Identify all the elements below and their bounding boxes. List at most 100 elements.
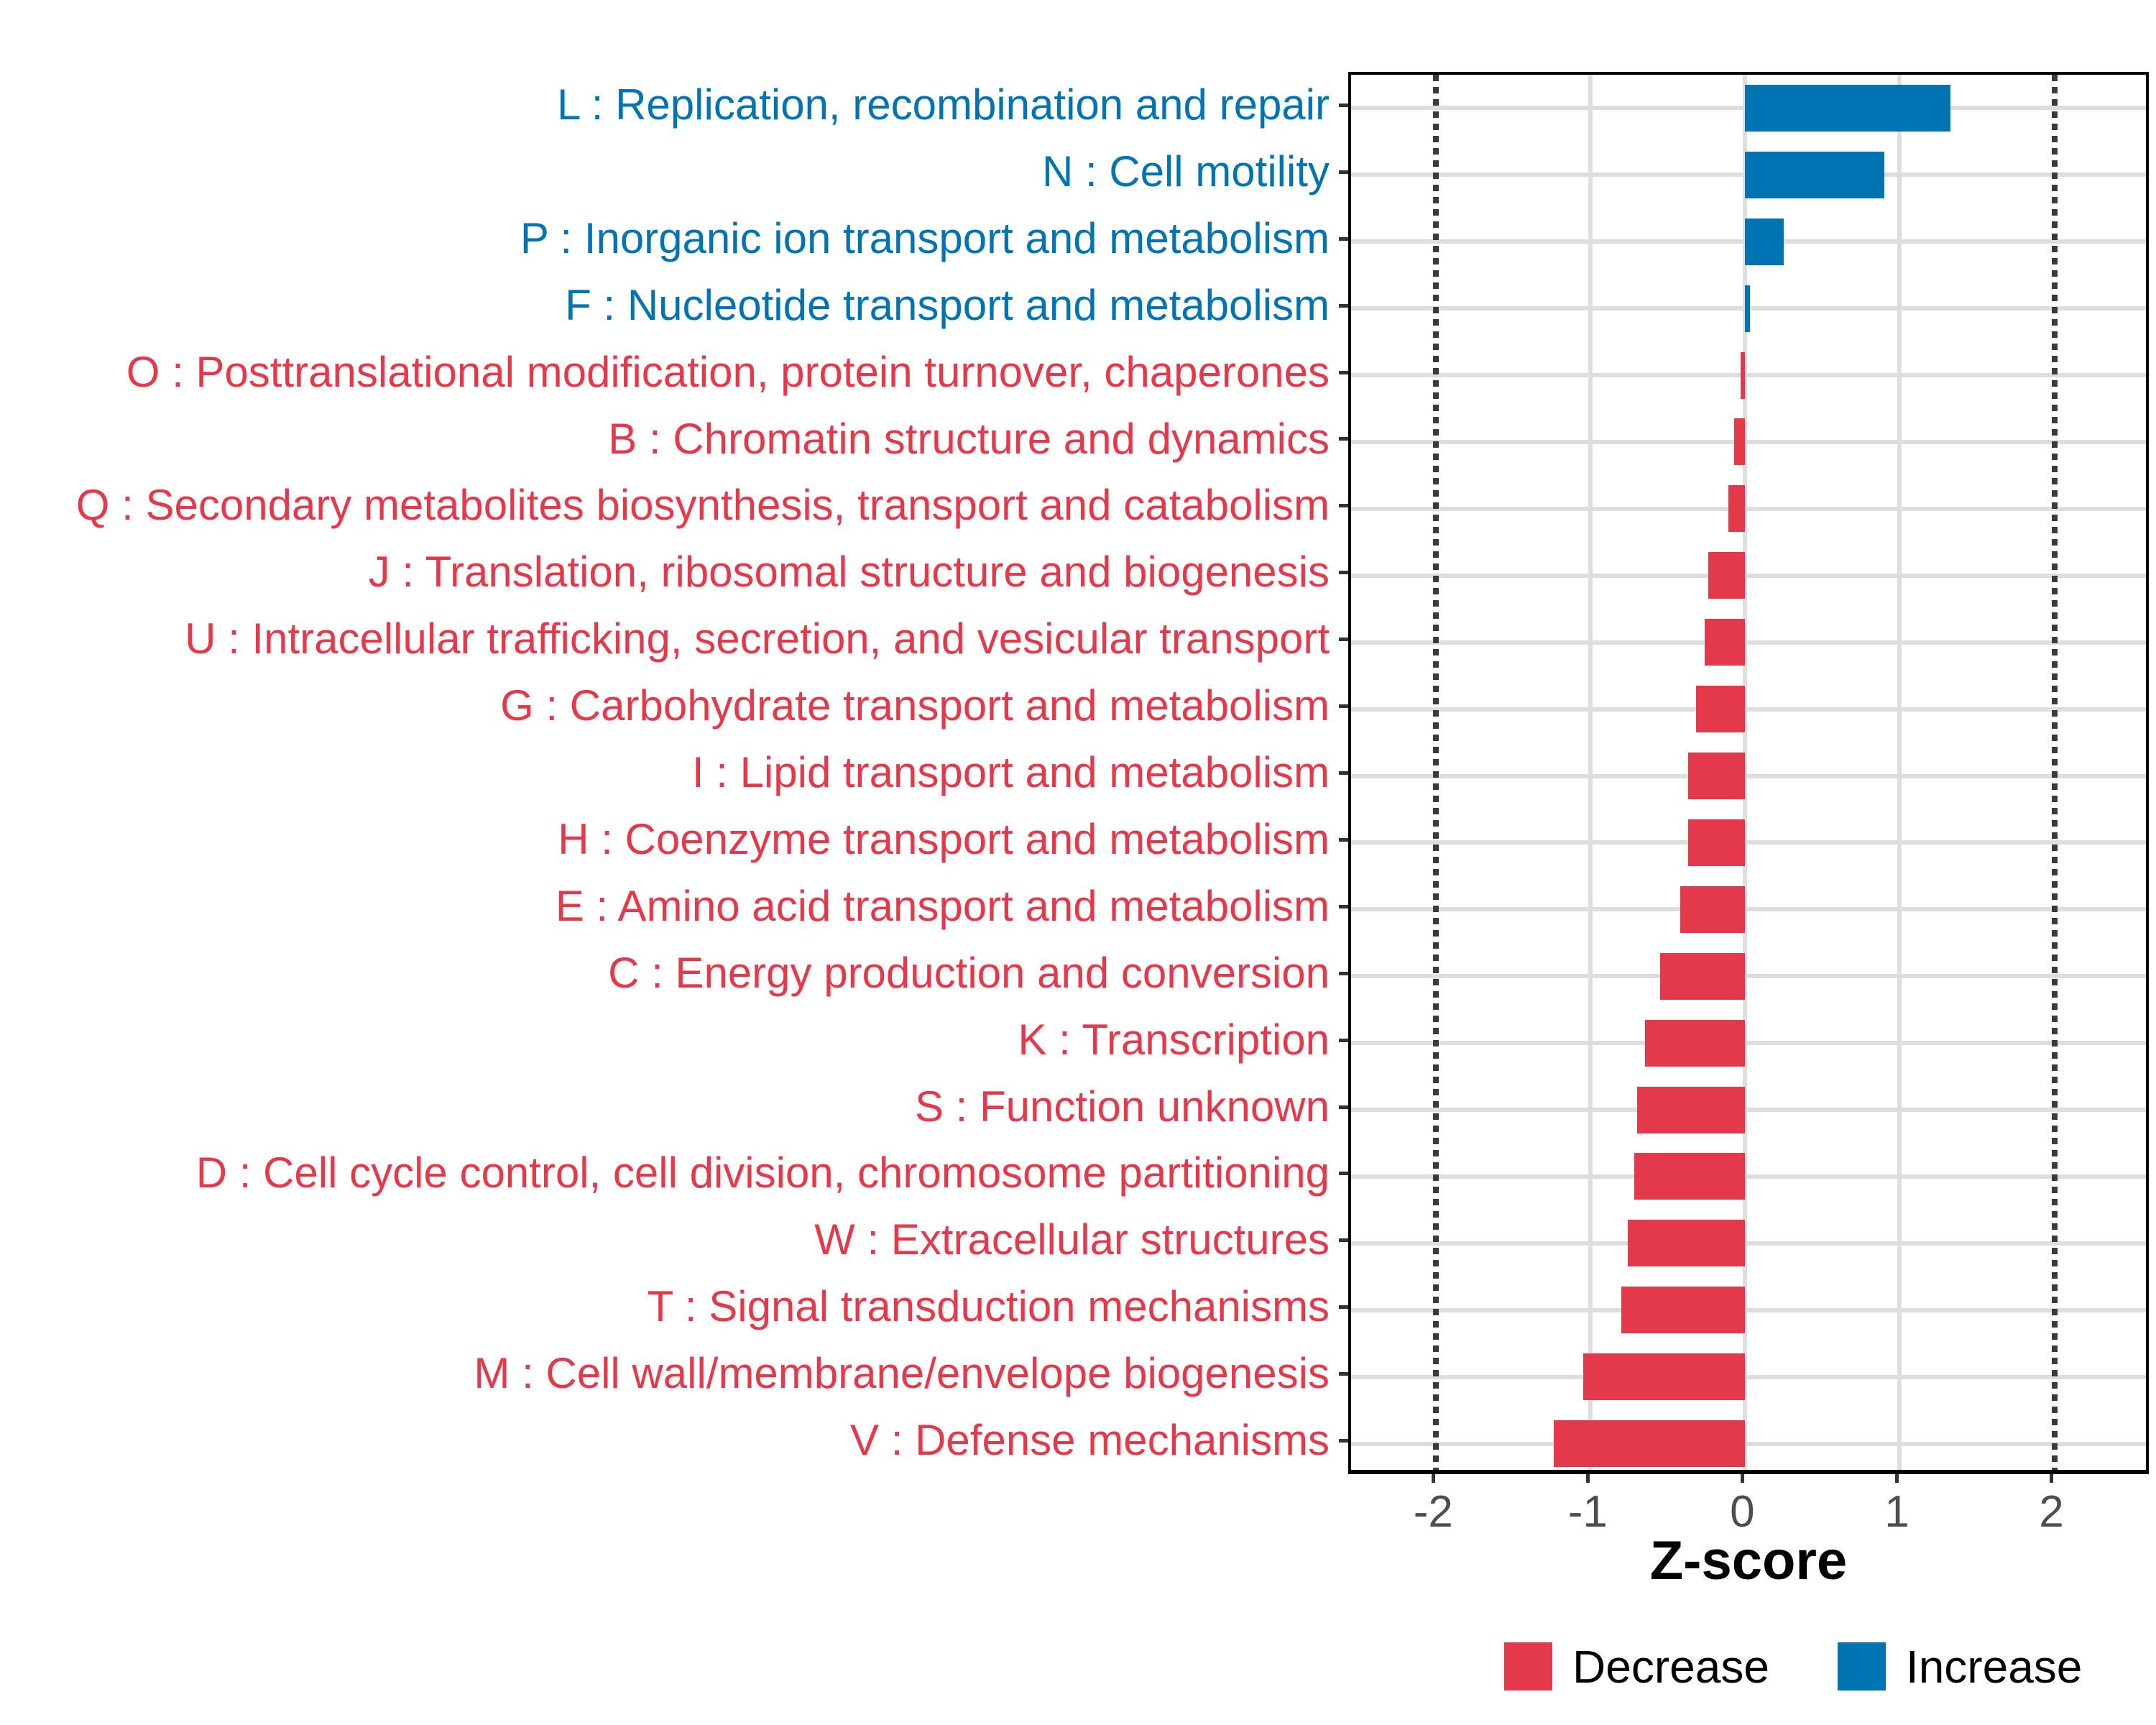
h-gridline xyxy=(1351,640,2146,645)
h-gridline xyxy=(1351,1108,2146,1113)
category-label: T : Signal transduction mechanisms xyxy=(647,1282,1330,1331)
bar xyxy=(1636,1086,1746,1133)
category-label: N : Cell motility xyxy=(1041,147,1330,196)
x-axis-tick xyxy=(2050,1474,2053,1483)
x-axis-tick-label: -2 xyxy=(1413,1487,1453,1537)
category-label: G : Carbohydrate transport and metabolis… xyxy=(500,681,1330,730)
dotted-reference-line xyxy=(1433,75,1439,1470)
bar xyxy=(1687,819,1746,866)
h-gridline xyxy=(1351,1307,2146,1312)
y-axis-tick xyxy=(1339,437,1348,441)
x-axis-tick xyxy=(1894,1474,1899,1483)
bar xyxy=(1745,218,1784,265)
h-gridline xyxy=(1351,573,2146,578)
legend-swatch-increase xyxy=(1837,1642,1886,1690)
category-label: B : Chromatin structure and dynamics xyxy=(608,414,1330,463)
legend-label-increase: Increase xyxy=(1905,1640,2083,1693)
h-gridline xyxy=(1351,974,2146,979)
y-axis-tick xyxy=(1339,971,1348,975)
y-axis-tick xyxy=(1339,170,1348,174)
bar xyxy=(1708,552,1746,599)
h-gridline xyxy=(1351,1041,2146,1046)
bar xyxy=(1553,1420,1746,1468)
x-axis-tick xyxy=(1585,1474,1590,1483)
bar xyxy=(1734,418,1746,466)
h-gridline xyxy=(1351,1174,2146,1179)
category-label: V : Defense mechanisms xyxy=(850,1416,1330,1465)
category-label: H : Coenzyme transport and metabolism xyxy=(558,814,1330,863)
bar xyxy=(1627,1220,1746,1267)
category-label: E : Amino acid transport and metabolism xyxy=(555,881,1330,930)
y-axis-tick xyxy=(1339,1105,1348,1109)
category-label: D : Cell cycle control, cell division, c… xyxy=(195,1149,1330,1197)
y-axis-tick xyxy=(1339,1172,1348,1176)
y-axis-tick xyxy=(1339,236,1348,241)
bar xyxy=(1680,886,1746,933)
y-axis-tick xyxy=(1339,1038,1348,1042)
bar xyxy=(1745,151,1884,198)
y-axis-tick xyxy=(1339,571,1348,575)
y-axis-tick xyxy=(1339,638,1348,642)
v-gridline xyxy=(1588,75,1593,1470)
h-gridline xyxy=(1351,506,2146,511)
category-label: J : Translation, ribosomal structure and… xyxy=(368,548,1330,597)
category-label: F : Nucleotide transport and metabolism xyxy=(565,280,1330,329)
v-gridline xyxy=(1897,75,1902,1470)
bar xyxy=(1695,686,1746,733)
bar xyxy=(1634,1153,1746,1200)
bar xyxy=(1660,952,1746,1000)
y-axis-tick xyxy=(1339,103,1348,107)
bar xyxy=(1621,1287,1746,1334)
category-label: O : Posttranslational modification, prot… xyxy=(126,347,1330,396)
y-axis-tick xyxy=(1339,904,1348,908)
y-axis-tick xyxy=(1339,837,1348,842)
bar xyxy=(1705,619,1746,666)
y-axis-tick xyxy=(1339,1372,1348,1376)
bar xyxy=(1687,752,1746,799)
category-label: M : Cell wall/membrane/envelope biogenes… xyxy=(474,1349,1330,1398)
y-axis-tick xyxy=(1339,1439,1348,1443)
y-axis-tick xyxy=(1339,771,1348,775)
category-label: Q : Secondary metabolites biosynthesis, … xyxy=(75,481,1330,530)
plot-panel xyxy=(1348,72,2149,1474)
x-axis-tick-label: 1 xyxy=(1884,1487,1909,1537)
category-label: C : Energy production and conversion xyxy=(608,948,1330,997)
y-axis-tick xyxy=(1339,370,1348,374)
bar xyxy=(1745,285,1750,332)
category-label: K : Transcription xyxy=(1018,1015,1330,1064)
category-label: U : Intracellular trafficking, secretion… xyxy=(185,615,1330,663)
h-gridline xyxy=(1351,439,2146,444)
category-axis-labels: L : Replication, recombination and repai… xyxy=(0,72,1330,1474)
y-axis-tick xyxy=(1339,1238,1348,1243)
category-label: L : Replication, recombination and repai… xyxy=(556,80,1330,129)
v-gridline xyxy=(1743,75,1748,1470)
category-label: S : Function unknown xyxy=(914,1082,1330,1131)
y-axis-tick xyxy=(1339,504,1348,508)
h-gridline xyxy=(1351,1441,2146,1446)
bar xyxy=(1644,1019,1746,1067)
bar xyxy=(1728,485,1746,533)
x-axis-tick xyxy=(1431,1474,1435,1483)
x-axis-tick-label: 0 xyxy=(1730,1487,1755,1537)
h-gridline xyxy=(1351,773,2146,778)
y-axis-tick xyxy=(1339,704,1348,709)
h-gridline xyxy=(1351,1374,2146,1379)
category-label: I : Lipid transport and metabolism xyxy=(691,748,1330,797)
x-axis-tick-label: -1 xyxy=(1567,1487,1608,1537)
legend: Decrease Increase xyxy=(1504,1640,2083,1693)
dotted-reference-line xyxy=(2051,75,2058,1470)
legend-swatch-decrease xyxy=(1504,1642,1552,1690)
h-gridline xyxy=(1351,907,2146,912)
h-gridline xyxy=(1351,1241,2146,1246)
category-label: P : Inorganic ion transport and metaboli… xyxy=(520,213,1330,262)
x-axis-tick-label: 2 xyxy=(2039,1487,2064,1537)
category-label: W : Extracellular structures xyxy=(814,1215,1330,1264)
x-axis-tick xyxy=(1740,1474,1744,1483)
legend-label-decrease: Decrease xyxy=(1572,1640,1769,1693)
x-axis-title: Z-score xyxy=(1649,1530,1848,1591)
h-gridline xyxy=(1351,840,2146,845)
h-gridline xyxy=(1351,373,2146,378)
y-axis-tick xyxy=(1339,1305,1348,1310)
bar xyxy=(1745,84,1951,132)
